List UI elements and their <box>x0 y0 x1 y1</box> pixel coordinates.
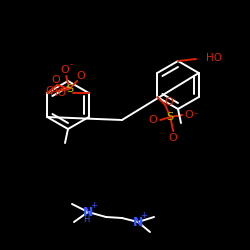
Text: HO: HO <box>50 88 66 98</box>
Text: O: O <box>149 115 158 125</box>
Text: N: N <box>133 216 143 228</box>
Text: S: S <box>167 112 174 122</box>
Text: O: O <box>169 133 177 143</box>
Text: -: - <box>195 110 198 118</box>
Text: H: H <box>83 216 89 224</box>
Text: O: O <box>61 65 70 75</box>
Text: O: O <box>77 71 86 81</box>
Text: +: + <box>90 200 98 209</box>
Text: HO: HO <box>206 53 222 63</box>
Text: O: O <box>165 97 173 107</box>
Text: O: O <box>185 110 194 120</box>
Text: -: - <box>70 60 73 70</box>
Text: O: O <box>52 75 60 85</box>
Text: N: N <box>83 206 93 218</box>
Text: S: S <box>67 84 74 94</box>
Text: +: + <box>140 210 147 220</box>
Text: O: O <box>46 86 54 96</box>
